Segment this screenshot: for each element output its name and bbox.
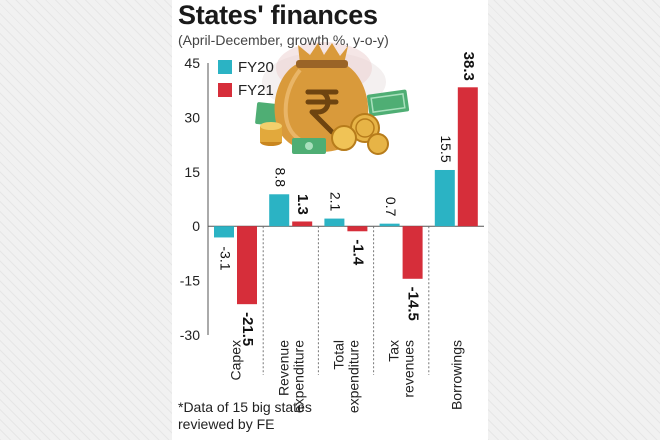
chart-bars: -3.1 -21.5 8.8 1.3 2.1 -1.4 0.7 -14.5 15.5 38.3 xyxy=(214,52,478,346)
money-bag-icon xyxy=(255,42,410,155)
bar-fy21-0 xyxy=(237,226,257,305)
bar-fy21-3 xyxy=(402,226,423,279)
bar-fy20-3 xyxy=(379,223,400,227)
bar-fy20-2 xyxy=(324,218,345,227)
y-tick-label: -15 xyxy=(180,273,200,289)
category-label: Tax xyxy=(386,340,402,362)
legend-label-fy21: FY21 xyxy=(238,82,274,99)
right-background-pattern xyxy=(488,0,660,440)
left-background-pattern xyxy=(0,0,172,440)
infographic-card: 45 30 15 0 -15 -30 Capex Revenue expenditure Tota… xyxy=(172,0,488,440)
y-tick-label: 30 xyxy=(184,109,200,125)
category-label: Revenue xyxy=(275,340,291,396)
chart-footnote: *Data of 15 big states reviewed by FE xyxy=(178,399,312,433)
y-tick-label: 0 xyxy=(192,218,200,234)
bar-value-label: 8.8 xyxy=(272,168,288,188)
bar-fy20-0 xyxy=(214,226,234,238)
bar-value-label: 38.3 xyxy=(460,52,477,81)
bar-value-label: 15.5 xyxy=(438,135,454,162)
bar-value-label: 1.3 xyxy=(294,194,311,215)
legend-swatch-fy21 xyxy=(218,83,232,97)
footnote-line-2: reviewed by FE xyxy=(178,416,275,432)
y-tick-label: 15 xyxy=(184,164,200,180)
bar-fy20-1 xyxy=(269,194,290,227)
bar-value-label: -1.4 xyxy=(349,239,366,266)
bar-fy21-2 xyxy=(347,226,368,232)
category-label: Total xyxy=(331,340,347,370)
category-label: revenues xyxy=(401,340,417,398)
y-tick-label: -30 xyxy=(180,327,200,343)
y-tick-label: 45 xyxy=(184,55,200,71)
bar-value-label: -3.1 xyxy=(217,246,233,270)
bar-value-label: -21.5 xyxy=(239,312,256,346)
chart-legend: FY20 FY21 xyxy=(218,59,274,99)
bar-fy21-1 xyxy=(292,221,313,227)
category-label: expenditure xyxy=(346,340,362,413)
legend-label-fy20: FY20 xyxy=(238,59,274,76)
bar-value-label: 0.7 xyxy=(383,197,399,217)
category-label: Capex xyxy=(228,340,244,380)
footnote-line-1: *Data of 15 big states xyxy=(178,399,312,415)
bar-fy21-4 xyxy=(457,87,478,227)
category-label: Borrowings xyxy=(448,340,464,410)
legend-swatch-fy20 xyxy=(218,60,232,74)
chart-title: States' finances xyxy=(178,0,378,30)
category-label: expenditure xyxy=(290,340,306,413)
bar-fy20-4 xyxy=(434,169,455,227)
chart-subtitle: (April-December, growth %, y-o-y) xyxy=(178,32,389,48)
bar-value-label: -14.5 xyxy=(405,287,422,321)
bar-value-label: 2.1 xyxy=(328,192,344,212)
